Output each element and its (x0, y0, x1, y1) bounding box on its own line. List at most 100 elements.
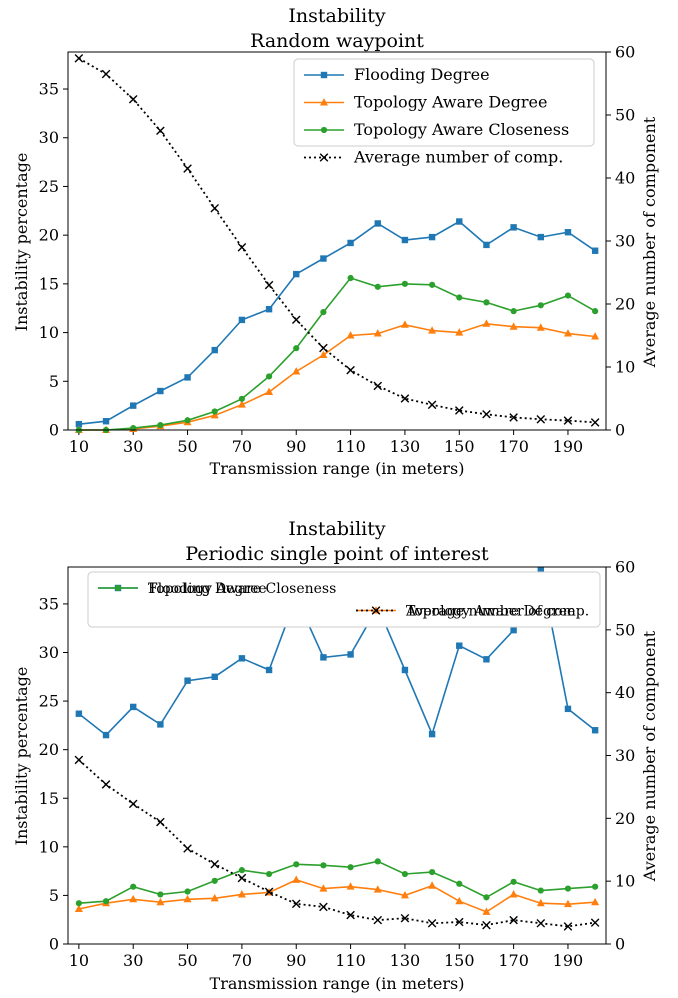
y2-tick-label: 30 (615, 232, 635, 251)
y-tick-label: 10 (39, 323, 59, 342)
data-point (183, 844, 192, 853)
data-point (265, 870, 273, 878)
legend-marker (320, 71, 328, 79)
data-point (320, 654, 327, 661)
data-point (237, 400, 246, 408)
data-point (564, 229, 572, 236)
data-point (373, 329, 382, 337)
data-point (591, 332, 600, 340)
data-point (455, 328, 464, 336)
data-point (373, 885, 382, 893)
data-point (157, 891, 164, 898)
data-point (483, 241, 490, 249)
legend: Flooding Degree Topology Aware Degree Topo… (87, 571, 601, 628)
data-point (374, 220, 381, 227)
data-point (319, 902, 328, 912)
data-point (130, 402, 137, 409)
data-point (102, 898, 110, 905)
data-point (563, 899, 572, 908)
data-point (319, 350, 328, 358)
data-point (293, 345, 300, 352)
y-tick-label: 5 (49, 372, 59, 391)
data-point (591, 727, 599, 734)
data-point (292, 875, 301, 883)
x-tick-label: 90 (286, 437, 306, 456)
data-point (157, 721, 164, 728)
data-point (101, 69, 111, 79)
data-point (74, 755, 84, 765)
data-point (456, 880, 463, 887)
chart-title: Instability (288, 518, 385, 540)
legend-box (87, 571, 601, 628)
data-point (536, 414, 546, 424)
data-point (101, 780, 111, 789)
data-point (428, 730, 436, 738)
data-point (346, 882, 355, 890)
data-point (400, 891, 409, 899)
x-tick-label: 190 (553, 437, 584, 456)
data-point (238, 395, 245, 402)
y-tick-label: 15 (39, 789, 59, 808)
legend-marker (114, 584, 122, 592)
data-point (130, 703, 137, 711)
x-tick-label: 170 (498, 437, 529, 456)
data-point (75, 900, 82, 907)
legend-label: Topology Aware Degree (354, 93, 547, 112)
data-point (74, 904, 83, 913)
y2-tick-label: 0 (615, 421, 625, 440)
y2-tick-label: 10 (615, 358, 635, 377)
data-point (563, 329, 572, 337)
data-point (483, 656, 490, 663)
legend-label: Topology Aware Degree (406, 604, 575, 620)
y-tick-label: 10 (39, 837, 59, 856)
data-point (237, 890, 246, 898)
y-tick-label: 35 (39, 80, 59, 99)
legend-box (293, 58, 595, 147)
data-point (373, 381, 383, 391)
x-tick-label: 130 (390, 951, 421, 970)
data-point (293, 861, 300, 868)
data-point (347, 274, 354, 282)
data-point (211, 346, 218, 354)
legend-label: Average number of comp. (353, 148, 563, 167)
y-tick-label: 30 (39, 643, 59, 662)
x-tick-label: 110 (335, 437, 366, 456)
data-point (429, 868, 436, 876)
legend-label: Flooding Degree (354, 65, 490, 84)
y2-tick-label: 60 (615, 558, 635, 577)
y-tick-label: 30 (39, 128, 59, 147)
data-point (265, 666, 273, 674)
data-point (482, 907, 491, 915)
data-point (510, 224, 517, 231)
plot-frame (67, 566, 607, 945)
y2-tick-label: 20 (615, 295, 635, 314)
data-point (483, 894, 490, 901)
plot-frame (67, 51, 607, 431)
chart-subtitle: Random waypoint (250, 30, 424, 52)
data-point (563, 416, 573, 425)
y-tick-label: 20 (39, 740, 59, 759)
data-point (265, 373, 273, 380)
data-point (211, 673, 218, 680)
data-point (537, 233, 544, 241)
data-point (536, 898, 545, 907)
data-point (537, 566, 544, 574)
x-tick-label: 190 (553, 951, 584, 970)
legend-label: Average number of comp. (405, 604, 589, 620)
series-line (78, 220, 596, 425)
x-tick-label: 30 (123, 437, 143, 456)
data-point (210, 410, 219, 419)
data-point (184, 417, 191, 424)
x-axis-label: Transmission range (in meters) (210, 459, 465, 478)
x-tick-label: 170 (498, 951, 529, 970)
data-point (401, 236, 409, 244)
data-point (319, 884, 328, 892)
data-point (510, 308, 517, 315)
data-point (211, 408, 218, 415)
data-point (293, 270, 300, 278)
y2-tick-label: 10 (615, 872, 635, 891)
data-point (509, 890, 518, 898)
y2-tick-label: 50 (615, 620, 635, 639)
data-point (428, 233, 436, 241)
data-point (564, 705, 572, 713)
